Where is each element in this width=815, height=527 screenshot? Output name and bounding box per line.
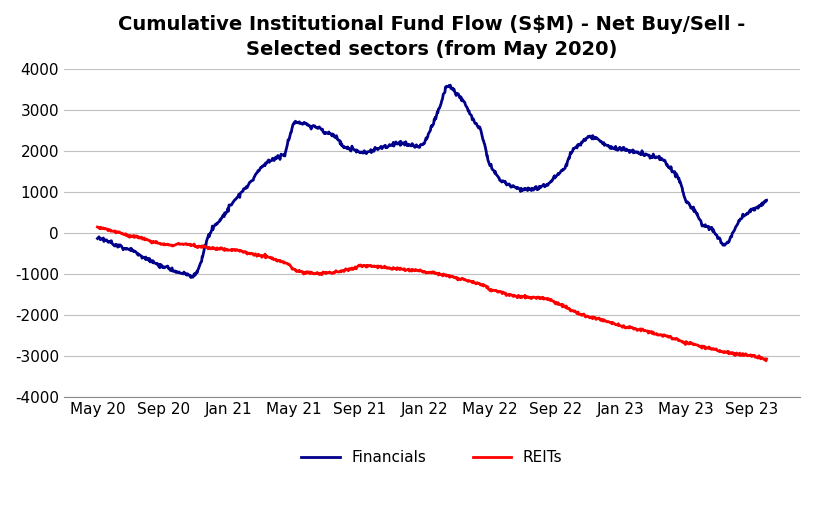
Line: REITs: REITs xyxy=(98,227,767,361)
Title: Cumulative Institutional Fund Flow (S$M) - Net Buy/Sell -
Selected sectors (from: Cumulative Institutional Fund Flow (S$M)… xyxy=(118,15,746,59)
Line: Financials: Financials xyxy=(98,85,767,278)
Legend: Financials, REITs: Financials, REITs xyxy=(295,444,569,471)
